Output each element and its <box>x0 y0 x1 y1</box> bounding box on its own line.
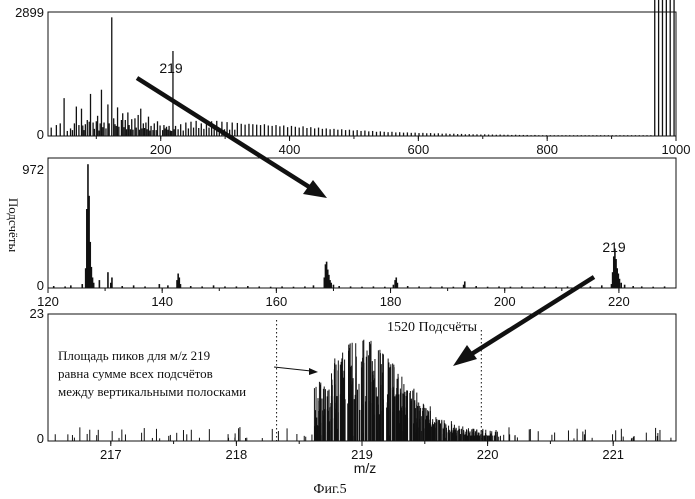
top-x-tick-label: 1000 <box>662 142 691 157</box>
annotation-arrow <box>274 367 318 375</box>
middle-x-tick-labels: 120 140 160 180 200 220 <box>37 294 630 309</box>
middle-x-tick-label: 200 <box>494 294 516 309</box>
top-x-tick-label: 200 <box>150 142 172 157</box>
figure-caption: Фиг.5 <box>313 482 346 497</box>
bottom-x-tick-label: 220 <box>477 447 499 462</box>
bottom-x-tick-label: 218 <box>226 447 248 462</box>
annotation-line-3: между вертикальными полосками <box>58 384 246 399</box>
middle-x-tick-label: 140 <box>151 294 173 309</box>
top-ymin-label: 0 <box>37 127 44 142</box>
annotation-line-2: равна сумме всех подсчётов <box>58 366 213 381</box>
middle-x-tick-label: 180 <box>380 294 402 309</box>
count-1520-label: 1520 Подсчёты <box>387 320 478 335</box>
top-x-tick-labels: 200 400 600 800 1000 <box>150 142 691 157</box>
top-peak-label-219: 219 <box>159 60 183 76</box>
y-axis-label: Подсчёты <box>6 198 21 253</box>
annotation-line-1: Площадь пиков для м/z 219 <box>58 348 210 363</box>
middle-panel-frame <box>48 158 676 288</box>
middle-x-tick-label: 160 <box>266 294 288 309</box>
top-x-tick-label: 600 <box>408 142 430 157</box>
arrow-top-to-middle <box>137 78 327 198</box>
top-x-tick-label: 400 <box>279 142 301 157</box>
middle-x-tick-label: 220 <box>608 294 630 309</box>
middle-ymin-label: 0 <box>37 278 44 293</box>
middle-panel-bars <box>54 164 665 288</box>
middle-x-tick-label: 120 <box>37 294 59 309</box>
top-x-tick-label: 800 <box>536 142 558 157</box>
bottom-x-tick-label: 221 <box>602 447 624 462</box>
bottom-x-tick-label: 217 <box>100 447 122 462</box>
top-panel-frame <box>48 12 676 136</box>
top-panel-bars <box>51 0 674 136</box>
bottom-ymin-label: 0 <box>37 431 44 446</box>
middle-peak-label-219: 219 <box>602 239 626 255</box>
x-axis-label: m/z <box>354 460 377 476</box>
middle-ymax-label: 972 <box>22 162 44 177</box>
top-ymax-label: 2899 <box>15 5 44 20</box>
